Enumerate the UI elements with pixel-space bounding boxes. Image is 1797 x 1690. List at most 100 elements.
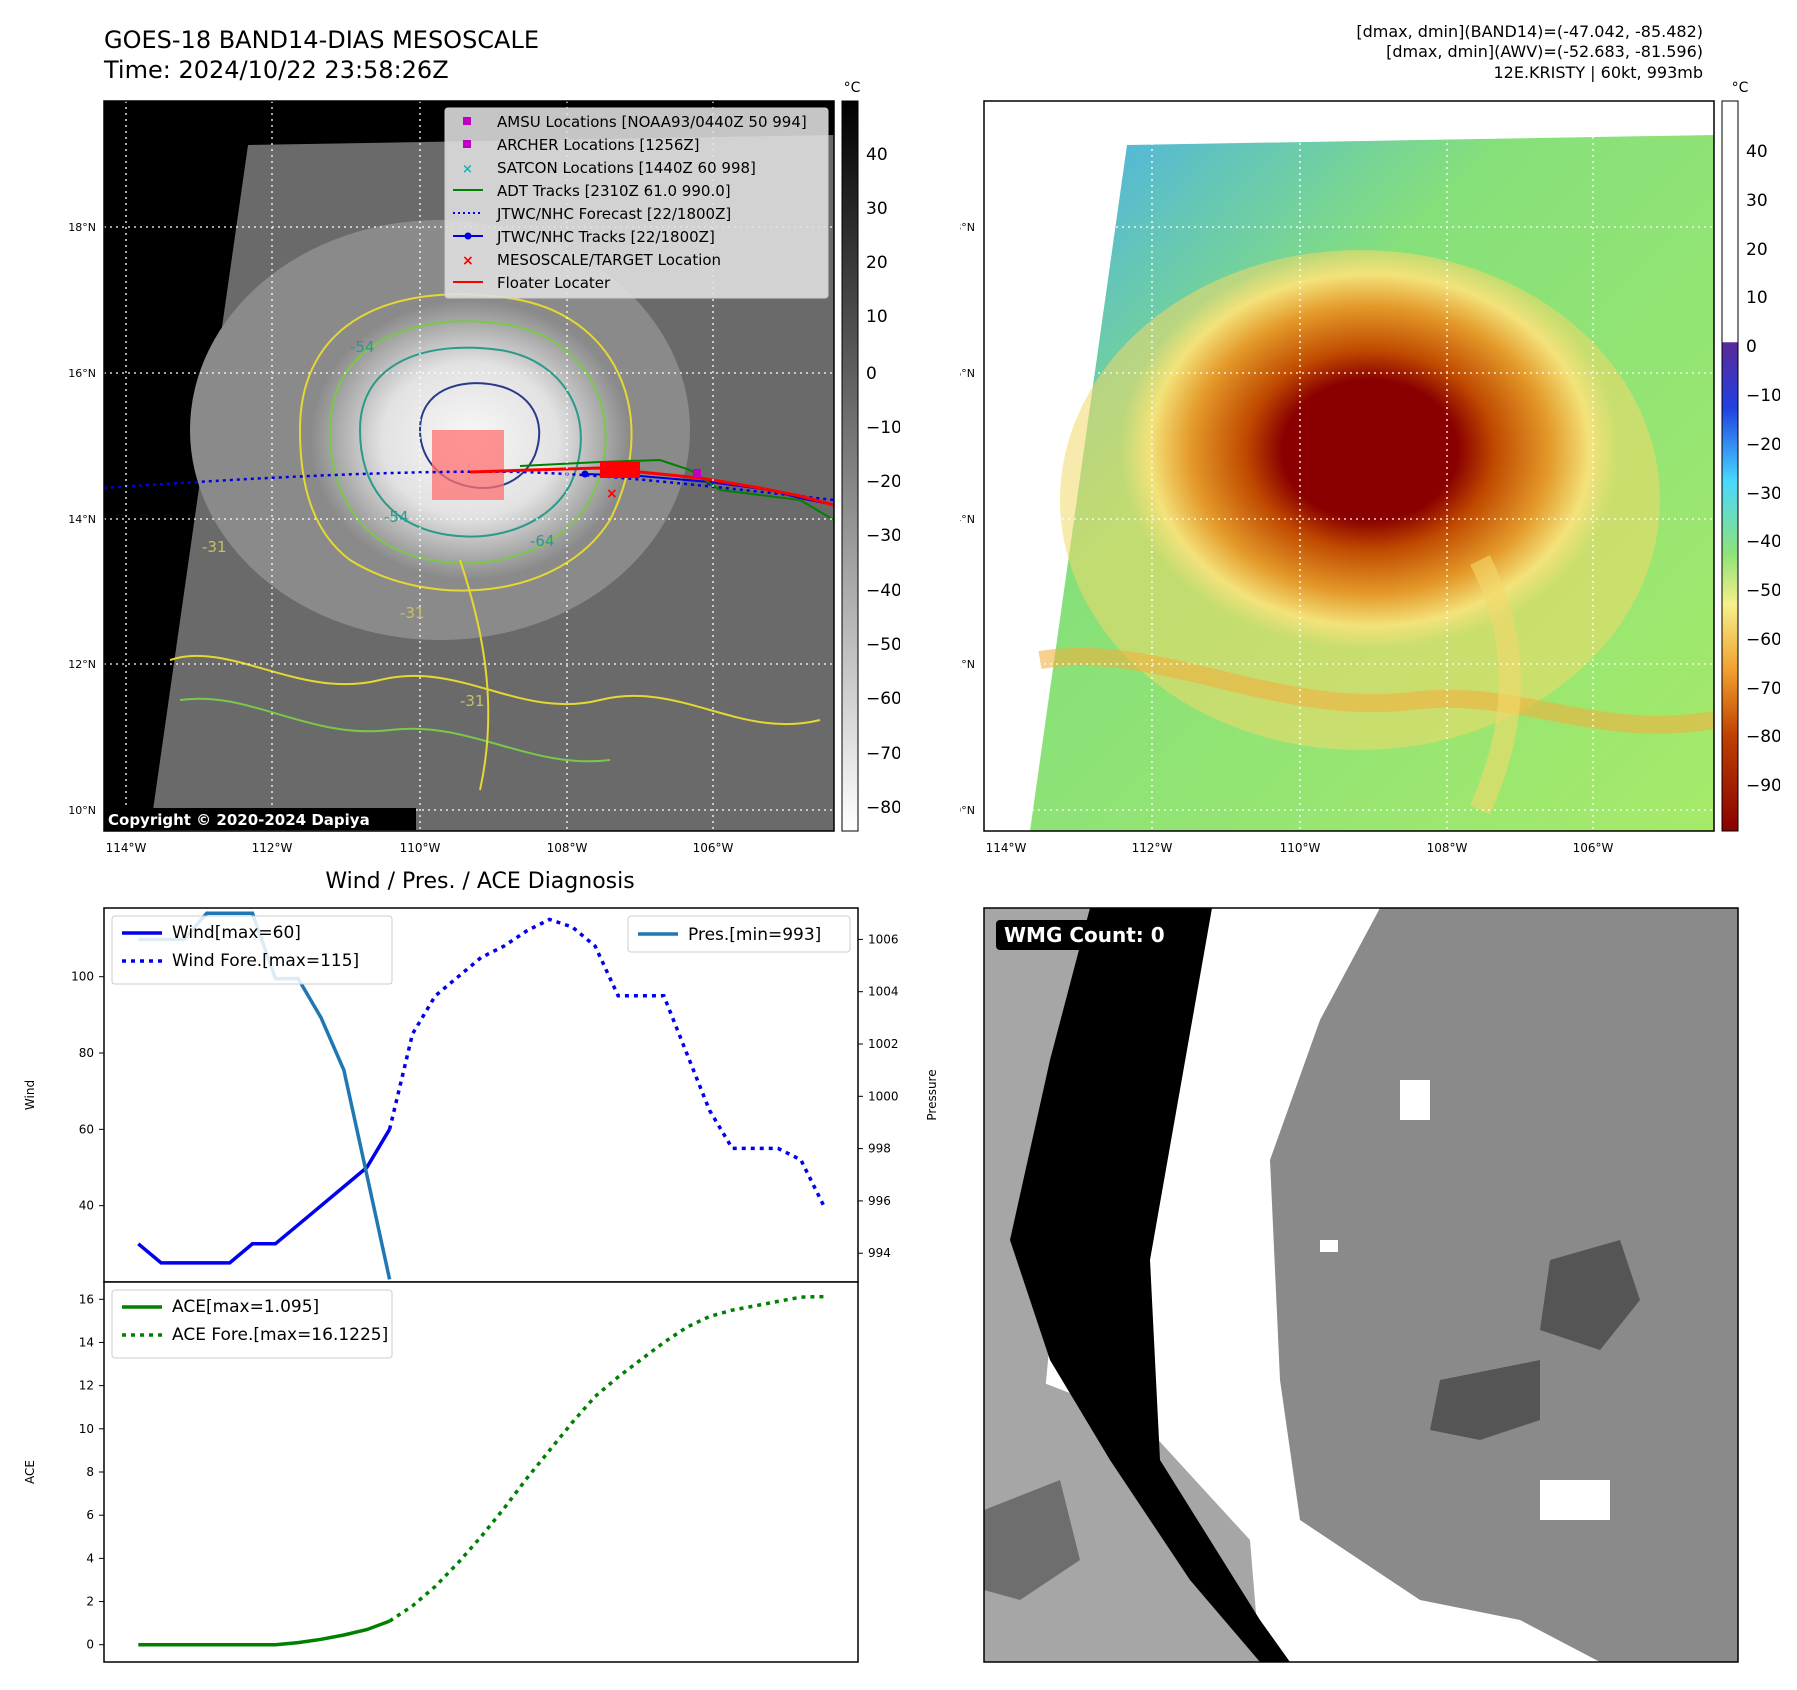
y-tick-label: 6 xyxy=(86,1508,94,1522)
info-line-2: [dmax, dmin](AWV)=(-52.683, -81.596) xyxy=(1386,42,1703,61)
y2-axis-label: Pressure xyxy=(925,1069,939,1120)
awv-lon-112: 112°W xyxy=(1132,841,1173,855)
awv-cb-m60: −60 xyxy=(1746,630,1780,650)
legend-amsu: AMSU Locations [NOAA93/0440Z 50 994] xyxy=(497,113,807,131)
legend-tracks: JTWC/NHC Tracks [22/1800Z] xyxy=(496,228,715,246)
diagnosis-chart: Wind / Pres. / ACE Diagnosis 406080100Wi… xyxy=(23,869,939,1663)
y-tick-label: 14 xyxy=(79,1335,94,1349)
copyright-text: Copyright © 2020-2024 Dapiya xyxy=(108,811,370,829)
legend-box xyxy=(111,1289,393,1359)
awv-lat-18: 18°N xyxy=(960,221,975,234)
awv-cb-10: 10 xyxy=(1746,288,1768,308)
y-tick-label: 16 xyxy=(79,1292,94,1306)
wmg-gray-left-lower xyxy=(984,1360,1260,1662)
awv-colorbar xyxy=(1721,100,1739,832)
awv-cb-m10: −10 xyxy=(1746,386,1780,406)
awv-cb-m90: −90 xyxy=(1746,776,1780,796)
ir-lon-110: 110°W xyxy=(400,841,441,855)
ir-lon-108: 108°W xyxy=(547,841,588,855)
y2-tick-label: 1000 xyxy=(868,1089,899,1103)
ir-cb-40: 40 xyxy=(866,145,888,165)
ir-lon-106: 106°W xyxy=(693,841,734,855)
y2-tick-label: 1006 xyxy=(868,932,899,946)
y2-tick-label: 1002 xyxy=(868,1037,899,1051)
awv-lon-106: 106°W xyxy=(1573,841,1614,855)
wmg-label-bg xyxy=(996,920,1176,950)
series-legend: Wind[max=60] Wind Fore.[max=115] Pres.[min… xyxy=(111,915,851,985)
ir-cb-10: 10 xyxy=(866,307,888,327)
awv-cb-30: 30 xyxy=(1746,191,1768,211)
ir-cb-m40: −40 xyxy=(866,581,900,601)
floater-track xyxy=(469,466,834,507)
series-line-1 xyxy=(388,1294,824,1623)
awv-lon-114: 114°W xyxy=(986,841,1027,855)
legend-label: Wind Fore.[max=115] xyxy=(172,951,359,971)
y-tick-label: 100 xyxy=(71,970,94,984)
ir-colorbar-unit: °C xyxy=(844,80,861,96)
svg-text:×: × xyxy=(462,253,474,269)
wmg-count-label: WMG Count: 0 xyxy=(1004,923,1165,947)
ir-cb-m20: −20 xyxy=(866,472,900,492)
floater-box xyxy=(432,430,504,500)
ir-cb-0: 0 xyxy=(866,364,877,384)
y-axis-label: ACE xyxy=(23,1460,37,1484)
ir-lon-112: 112°W xyxy=(252,841,293,855)
ir-cb-m70: −70 xyxy=(866,744,900,764)
y-tick-label: 4 xyxy=(86,1551,94,1565)
diagnosis-title: Wind / Pres. / ACE Diagnosis xyxy=(325,869,634,894)
awv-cb-40: 40 xyxy=(1746,142,1768,162)
info-line-1: [dmax, dmin](BAND14)=(-47.042, -85.482) xyxy=(1356,22,1703,41)
awv-panel: 18°N 16°N 14°N 12°N 10°N 114°W 112°W 110… xyxy=(960,80,1780,855)
legend-satcon: SATCON Locations [1440Z 60 998] xyxy=(497,159,756,177)
legend-archer: ARCHER Locations [1256Z] xyxy=(497,136,700,154)
ir-lon-114: 114°W xyxy=(106,841,147,855)
ir-colorbar xyxy=(841,100,859,832)
contour-label-4: -31 xyxy=(202,538,227,556)
ir-cb-m50: −50 xyxy=(866,635,900,655)
ir-lat-10: 10°N xyxy=(68,804,96,817)
wmg-black-band xyxy=(1010,908,1290,1662)
y-tick-label: 10 xyxy=(79,1422,94,1436)
awv-cb-m70: −70 xyxy=(1746,679,1780,699)
ir-lat-12: 12°N xyxy=(68,658,96,671)
awv-cb-20: 20 xyxy=(1746,240,1768,260)
wmg-panel: WMG Count: 0 xyxy=(983,907,1739,1663)
legend-forecast: JTWC/NHC Forecast [22/1800Z] xyxy=(496,205,731,223)
figure-title-2: Time: 2024/10/22 23:58:26Z xyxy=(104,56,449,84)
ir-cb-m30: −30 xyxy=(866,526,900,546)
contour-label-3: -64 xyxy=(530,532,555,550)
ir-lat-18: 18°N xyxy=(68,221,96,234)
series-line-1 xyxy=(387,917,826,1207)
ir-cb-m10: −10 xyxy=(866,418,900,438)
wmg-gray-right xyxy=(1270,908,1738,1662)
y-tick-label: 40 xyxy=(79,1199,94,1213)
y2-tick-label: 998 xyxy=(868,1142,891,1156)
awv-cb-m50: −50 xyxy=(1746,581,1780,601)
ir-cb-m80: −80 xyxy=(866,798,900,818)
ir-panel: × -54 -54 -64 -31 -31 -31 AMSU Locations… xyxy=(68,80,900,855)
wmg-dark-patch-2 xyxy=(1430,1360,1540,1440)
awv-lat-14: 14°N xyxy=(960,513,975,526)
y2-tick-label: 996 xyxy=(868,1194,891,1208)
wmg-dark-patch-1 xyxy=(1540,1240,1640,1350)
awv-cb-m40: −40 xyxy=(1746,532,1780,552)
awv-cb-0: 0 xyxy=(1746,337,1757,357)
y-tick-label: 12 xyxy=(79,1379,94,1393)
legend-label: ACE Fore.[max=16.1225] xyxy=(172,1325,388,1345)
contour-label-5: -31 xyxy=(400,604,425,622)
figure-title-1: GOES-18 BAND14-DIAS MESOSCALE xyxy=(104,26,540,54)
amsu-marker xyxy=(693,469,701,477)
legend-target: MESOSCALE/TARGET Location xyxy=(497,251,721,269)
ir-cb-m60: −60 xyxy=(866,689,900,709)
awv-lat-16: 16°N xyxy=(960,367,975,380)
target-marker: × xyxy=(606,486,618,502)
ir-lat-14: 14°N xyxy=(68,513,96,526)
y-tick-label: 80 xyxy=(79,1046,94,1060)
y2-tick-label: 1004 xyxy=(868,985,899,999)
series-line-0 xyxy=(137,1128,392,1265)
contour-label-1: -54 xyxy=(350,338,375,356)
series-legend: ACE[max=1.095] ACE Fore.[max=16.1225] xyxy=(111,1289,393,1359)
legend-box-secondary xyxy=(627,915,851,953)
awv-lon-108: 108°W xyxy=(1427,841,1468,855)
awv-colorbar-unit: °C xyxy=(1732,80,1749,96)
